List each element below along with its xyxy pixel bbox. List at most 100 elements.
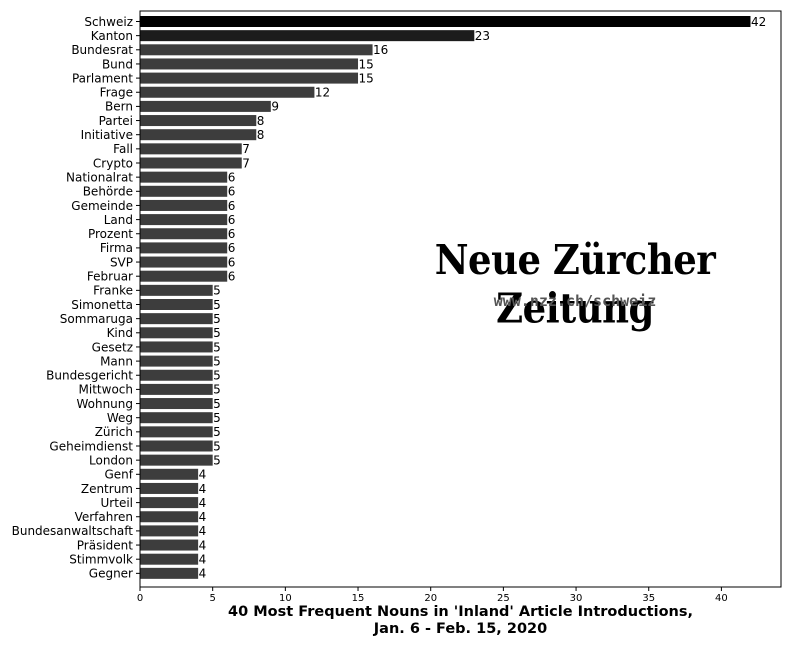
- y-tick-label: Nationalrat: [66, 170, 133, 184]
- bar-franke: [140, 284, 213, 296]
- bar-frage: [140, 86, 315, 98]
- y-tick-label: Firma: [100, 241, 133, 255]
- y-tick-label: Franke: [93, 284, 133, 298]
- data-label: 6: [228, 199, 236, 213]
- x-tick-label: 35: [642, 593, 655, 604]
- data-label: 6: [228, 227, 236, 241]
- data-label: 6: [228, 170, 236, 184]
- bar-parlament: [140, 72, 359, 84]
- bar-wohnung: [140, 398, 213, 410]
- axis-layer: 0 5 10 15 20 25 30 35 40: [136, 10, 782, 604]
- data-label: 5: [213, 411, 221, 425]
- y-tick-label: Frage: [100, 86, 133, 100]
- data-label: 6: [228, 185, 236, 199]
- y-tick-label: Gesetz: [92, 340, 133, 354]
- y-tick-label: Zentrum: [81, 482, 133, 496]
- data-label: 8: [257, 114, 265, 128]
- y-tick-label: Partei: [99, 114, 133, 128]
- data-label: 5: [213, 354, 221, 368]
- data-label: 4: [199, 482, 207, 496]
- chart-title: 40 Most Frequent Nouns in 'Inland' Artic…: [228, 604, 693, 620]
- y-tick-label: Kind: [107, 326, 133, 340]
- bar-urteil: [140, 497, 199, 509]
- data-label: 6: [228, 241, 236, 255]
- data-label: 5: [213, 383, 221, 397]
- data-label: 5: [213, 425, 221, 439]
- y-tick-label: Bern: [105, 100, 133, 114]
- bar-kanton: [140, 30, 475, 42]
- y-tick-label: Mittwoch: [79, 383, 133, 397]
- bar-initiative: [140, 129, 257, 141]
- bar-bundesrat: [140, 44, 373, 56]
- data-label: 5: [213, 312, 221, 326]
- y-tick-label: Bundesgericht: [46, 369, 133, 383]
- bar-bundesanwaltschaft: [140, 525, 199, 537]
- y-tick-label: Wohnung: [76, 397, 133, 411]
- y-tick-label: Simonetta: [71, 298, 133, 312]
- data-label: 5: [213, 340, 221, 354]
- labels-layer: Schweiz 42 Kanton 23 Bundesrat 16 Bund 15 Parlam…: [12, 15, 767, 581]
- data-label: 5: [213, 369, 221, 383]
- data-label: 5: [213, 397, 221, 411]
- bar-gemeinde: [140, 199, 228, 211]
- data-label: 9: [271, 100, 279, 114]
- y-tick-label: Stimmvolk: [69, 553, 133, 567]
- bar-crypto: [140, 157, 242, 169]
- bar-verfahren: [140, 511, 199, 523]
- y-tick-label: Urteil: [101, 496, 133, 510]
- y-tick-label: Mann: [100, 354, 133, 368]
- bar-prozent: [140, 228, 228, 240]
- bar-genf: [140, 468, 199, 480]
- bar-gesetz: [140, 341, 213, 353]
- bar-simonetta: [140, 299, 213, 310]
- y-tick-label: London: [89, 453, 133, 467]
- bar-schweiz: [140, 16, 751, 27]
- bar-fall: [140, 143, 242, 155]
- watermark-logo: Neue Zürcher Zeitung: [434, 235, 716, 333]
- x-tick-label: 15: [352, 593, 365, 604]
- bar-zentrum: [140, 482, 199, 494]
- bar-zürich: [140, 426, 213, 438]
- bar-gegner: [140, 567, 199, 579]
- bar-bundesgericht: [140, 369, 213, 381]
- x-tick-label: 40: [715, 593, 728, 604]
- data-label: 7: [242, 156, 250, 170]
- y-tick-label: Weg: [107, 411, 133, 425]
- bar-land: [140, 214, 228, 226]
- y-tick-label: Gemeinde: [71, 199, 133, 213]
- bar-behörde: [140, 185, 228, 197]
- y-tick-label: Behörde: [83, 185, 133, 199]
- y-tick-label: Parlament: [72, 71, 133, 85]
- bars-layer: [140, 16, 751, 579]
- x-tick-label: 20: [424, 593, 437, 604]
- watermark-url: www.nzz.ch/schweiz: [493, 292, 657, 310]
- data-label: 5: [213, 298, 221, 312]
- data-label: 4: [199, 553, 207, 567]
- data-label: 23: [475, 29, 490, 43]
- x-tick-label: 0: [137, 593, 143, 604]
- data-label: 6: [228, 270, 236, 284]
- y-tick-label: Land: [104, 213, 133, 227]
- data-label: 6: [228, 255, 236, 269]
- data-label: 8: [257, 128, 265, 142]
- data-label: 5: [213, 326, 221, 340]
- bar-mittwoch: [140, 383, 213, 395]
- y-tick-label: Bund: [102, 57, 133, 71]
- bar-bund: [140, 58, 359, 70]
- data-label: 5: [213, 453, 221, 467]
- data-label: 16: [373, 43, 388, 57]
- y-tick-label: SVP: [110, 255, 133, 269]
- bar-weg: [140, 412, 213, 424]
- y-tick-label: Fall: [113, 142, 133, 156]
- y-tick-label: Geheimdienst: [49, 439, 133, 453]
- bar-nationalrat: [140, 171, 228, 183]
- data-label: 7: [242, 142, 250, 156]
- data-label: 4: [199, 567, 207, 581]
- y-tick-label: Crypto: [93, 156, 133, 170]
- bar-mann: [140, 355, 213, 367]
- bar-sommaruga: [140, 313, 213, 325]
- y-tick-label: Zürich: [95, 425, 133, 439]
- y-tick-label: Bundesrat: [71, 43, 133, 57]
